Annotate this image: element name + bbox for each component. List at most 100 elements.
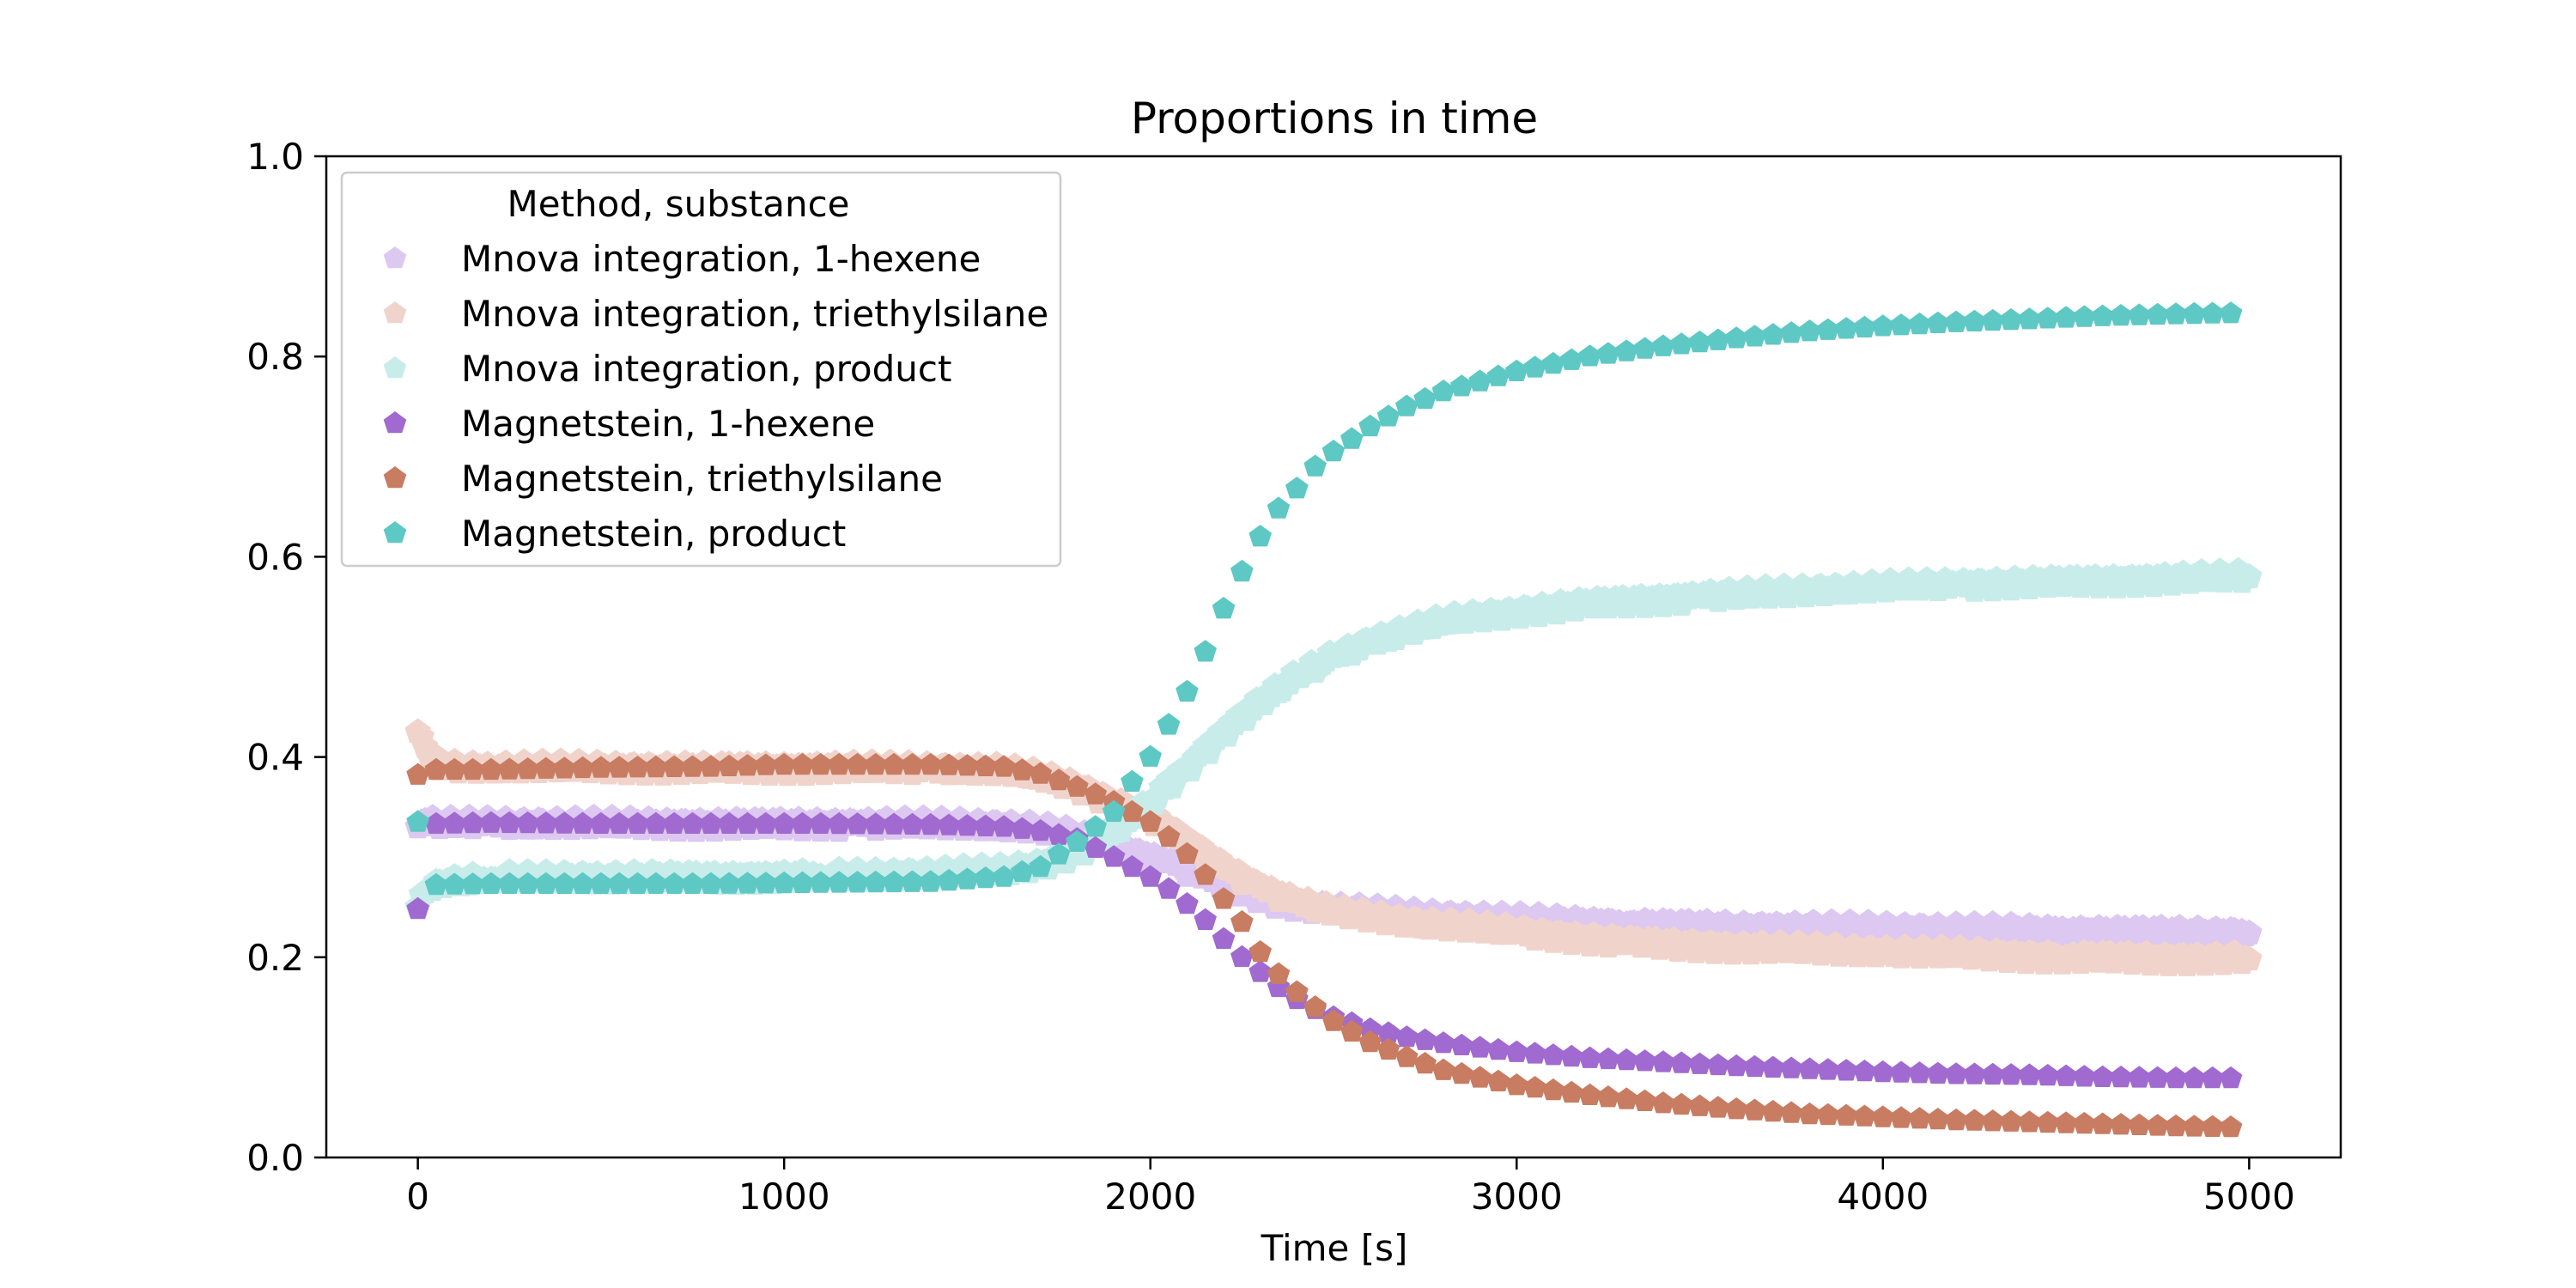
- data-point: [2054, 1111, 2078, 1133]
- data-point: [1431, 1031, 1455, 1054]
- data-point: [1596, 1085, 1620, 1108]
- data-point: [1157, 877, 1181, 899]
- data-point: [791, 871, 814, 893]
- data-point: [1047, 842, 1071, 865]
- data-point: [1761, 1055, 1785, 1078]
- data-point: [992, 755, 1016, 777]
- data-point: [1505, 1040, 1528, 1062]
- data-point: [919, 812, 943, 835]
- data-point: [1908, 1107, 1931, 1129]
- data-point: [1853, 1104, 1876, 1127]
- data-point: [956, 754, 979, 776]
- data-point: [1981, 1062, 2005, 1085]
- data-point: [1999, 1063, 2023, 1085]
- legend-frame: [340, 171, 1062, 568]
- data-point: [2236, 919, 2263, 945]
- data-point: [498, 811, 521, 834]
- legend: Method, substance Mnova integration, 1-h…: [340, 171, 1062, 568]
- data-point: [1798, 1057, 1821, 1079]
- data-point: [974, 814, 998, 836]
- data-point: [498, 757, 521, 780]
- data-point: [1981, 1109, 2005, 1132]
- legend-marker: [383, 301, 407, 324]
- data-point: [406, 762, 429, 785]
- data-point: [1779, 321, 1803, 343]
- y-tick-label: 1.0: [246, 136, 304, 178]
- data-point: [1963, 309, 1986, 331]
- data-point: [919, 870, 943, 892]
- data-point: [2109, 1066, 2133, 1088]
- data-point: [461, 811, 484, 834]
- data-point: [571, 811, 594, 834]
- data-point: [846, 752, 869, 775]
- data-point: [1798, 1102, 1821, 1125]
- data-point: [1743, 1098, 1766, 1121]
- data-point: [1486, 364, 1510, 386]
- legend-entries: Mnova integration, 1-hexene Mnova integra…: [383, 238, 1048, 555]
- legend-label: Magnetstein, triethylsilane: [461, 458, 943, 500]
- data-point: [2236, 562, 2263, 588]
- data-point: [1431, 1058, 1455, 1080]
- data-point: [2018, 1110, 2041, 1133]
- data-point: [809, 811, 833, 834]
- data-point: [1651, 334, 1675, 356]
- data-point: [809, 871, 833, 893]
- data-point: [1724, 1097, 1748, 1120]
- data-point: [2219, 301, 2243, 324]
- data-point: [1285, 477, 1309, 499]
- x-tick-label: 0: [406, 1176, 429, 1218]
- data-point: [992, 815, 1016, 837]
- y-tick-label: 0.8: [246, 336, 304, 378]
- plot-frame: [325, 155, 2342, 1159]
- data-point: [644, 872, 668, 894]
- data-point: [607, 872, 631, 894]
- data-point: [681, 811, 704, 834]
- x-tick-label: 3000: [1471, 1176, 1563, 1218]
- x-tick-label: 1000: [738, 1176, 830, 1218]
- data-point: [1798, 319, 1821, 342]
- data-point: [736, 811, 759, 834]
- data-point: [1926, 1108, 1950, 1130]
- data-point: [882, 752, 906, 775]
- data-point: [1578, 344, 1601, 367]
- legend-marker: [383, 246, 407, 269]
- data-point: [1871, 314, 1895, 337]
- data-point: [1486, 1037, 1510, 1060]
- data-point: [1963, 1062, 1986, 1084]
- data-point: [2236, 945, 2263, 971]
- y-axis: 0.0 0.2 0.4 0.6 0.8 1.0: [246, 136, 326, 1179]
- data-point: [827, 752, 851, 775]
- data-point: [1413, 1052, 1437, 1074]
- data-point: [2164, 302, 2188, 325]
- data-point: [1633, 337, 1656, 359]
- data-point: [2036, 1064, 2060, 1086]
- data-point: [461, 872, 484, 895]
- data-point: [1559, 1080, 1583, 1103]
- data-point: [424, 757, 448, 781]
- data-point: [1047, 823, 1071, 845]
- data-point: [1889, 1060, 1913, 1083]
- data-point: [534, 811, 558, 834]
- data-point: [2091, 304, 2115, 326]
- data-point: [1706, 1096, 1730, 1118]
- y-tick-label: 0.2: [246, 937, 304, 979]
- data-point: [498, 872, 521, 894]
- data-point: [1614, 339, 1638, 361]
- data-point: [681, 755, 704, 777]
- data-point: [2183, 1066, 2206, 1089]
- data-point: [2073, 1111, 2096, 1134]
- data-point: [1267, 496, 1291, 519]
- x-axis: 0 1000 2000 3000 4000 5000: [406, 1157, 2295, 1218]
- data-point: [2201, 1066, 2224, 1089]
- x-tick-label: 4000: [1837, 1176, 1929, 1218]
- data-point: [1450, 1033, 1473, 1055]
- data-point: [699, 755, 723, 777]
- data-point: [1816, 318, 1840, 340]
- data-point: [443, 811, 466, 834]
- data-point: [479, 757, 503, 781]
- data-point: [901, 870, 924, 892]
- data-point: [1468, 1036, 1492, 1058]
- data-point: [1029, 854, 1053, 878]
- data-point: [1121, 854, 1144, 878]
